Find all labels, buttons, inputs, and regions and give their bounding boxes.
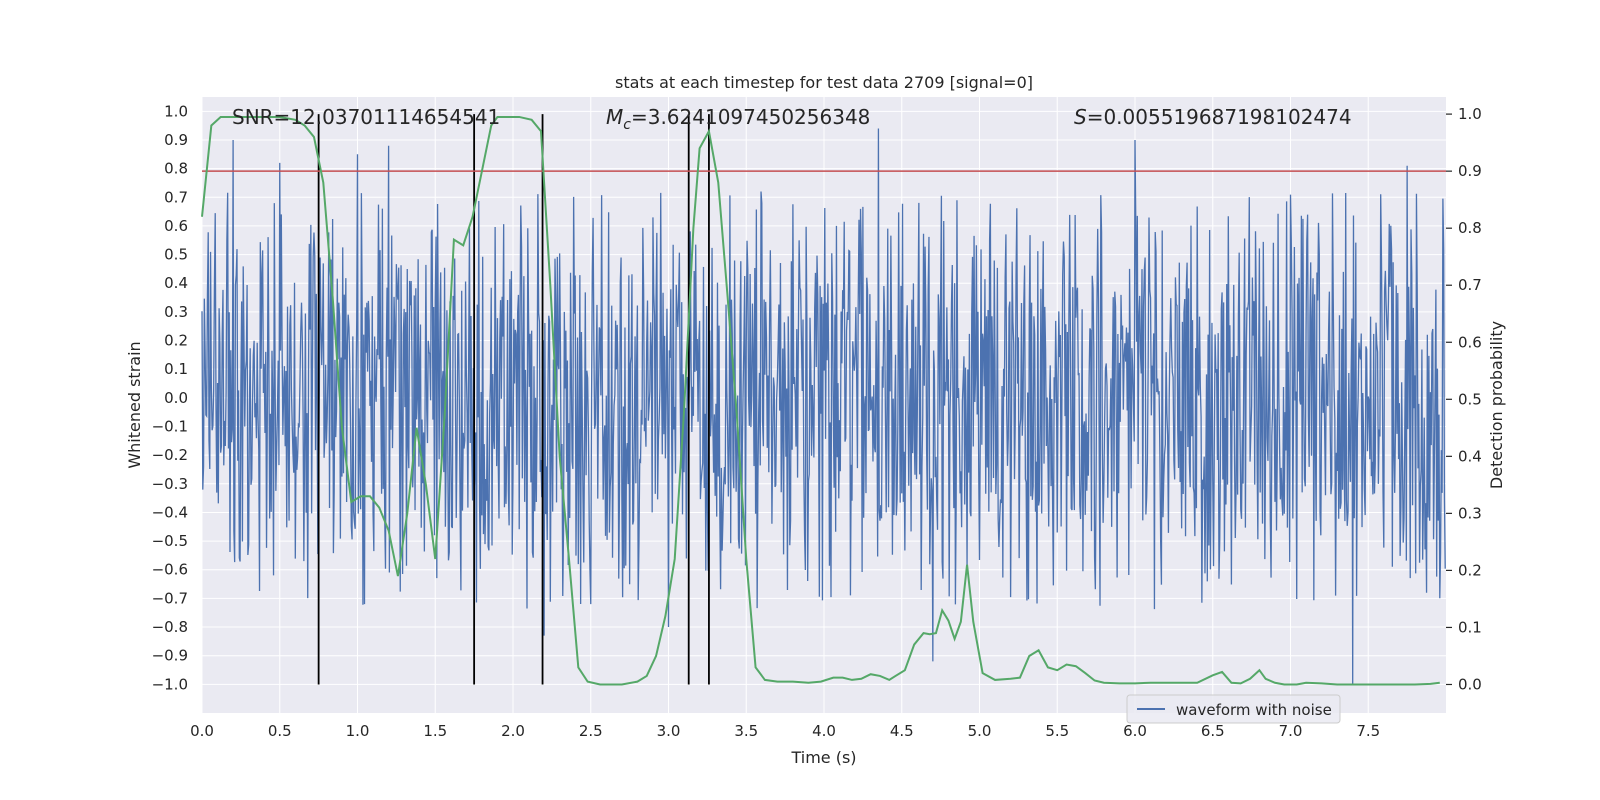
y-right-tick-label: 0.1 <box>1458 618 1482 636</box>
y-left-tick-label: 0.2 <box>164 332 188 350</box>
y-right-tick-label: 1.0 <box>1458 105 1482 123</box>
y-left-tick-label: 0.5 <box>164 246 188 264</box>
y-left-tick-label: 1.0 <box>164 102 188 120</box>
x-tick-label: 4.5 <box>890 722 914 740</box>
y-right-tick-label: 0.8 <box>1458 219 1482 237</box>
y-axis-left-label: Whitened strain <box>125 341 144 468</box>
x-tick-label: 0.0 <box>190 722 214 740</box>
y-left-tick-label: 0.7 <box>164 188 188 206</box>
legend-box <box>1126 694 1341 724</box>
x-tick-label: 1.0 <box>346 722 370 740</box>
x-tick-label: 7.5 <box>1356 722 1380 740</box>
y-axis-right-ticks: 1.0 0.9 0.8 0.7 0.6 0.5 0.4 0.3 0.2 0.1 0.0 <box>1446 105 1482 693</box>
x-axis-ticks: 0.0 0.5 1.0 1.5 2.0 2.5 3.0 3.5 4.0 4.5 5.0 5.5 6.0 6… <box>190 722 1380 740</box>
y-left-tick-label: −0.6 <box>152 561 188 579</box>
y-left-tick-label: −1.0 <box>152 675 188 693</box>
snr-annotation: SNR=12.03701114654541 <box>232 105 500 129</box>
y-right-tick-label: 0.2 <box>1458 561 1482 579</box>
y-left-tick-label: 0.8 <box>164 160 188 178</box>
y-left-tick-label: 0.3 <box>164 303 188 321</box>
y-right-tick-label: 0.4 <box>1458 447 1482 465</box>
waveform-series <box>201 128 1446 685</box>
mc-value: =3.6241097450256348 <box>631 105 870 129</box>
x-tick-label: 2.0 <box>501 722 525 740</box>
y-left-tick-label: −0.8 <box>152 618 188 636</box>
y-right-tick-label: 0.7 <box>1458 276 1482 294</box>
x-tick-label: 6.5 <box>1201 722 1225 740</box>
y-left-tick-label: 0.6 <box>164 217 188 235</box>
x-tick-label: 4.0 <box>812 722 836 740</box>
y-left-tick-label: −0.4 <box>152 503 188 521</box>
y-axis-left-ticks: 1.0 0.9 0.8 0.7 0.6 0.5 0.4 0.3 0.2 0.1 0.0 −0.1 −0.… <box>152 102 188 693</box>
s-annotation: S=0.005519687198102474 <box>1074 105 1352 129</box>
y-right-tick-label: 0.0 <box>1458 675 1482 693</box>
s-value: =0.005519687198102474 <box>1087 105 1352 129</box>
y-left-tick-label: 0.1 <box>164 360 188 378</box>
x-tick-label: 6.0 <box>1123 722 1147 740</box>
y-left-tick-label: −0.1 <box>152 417 188 435</box>
x-tick-label: 0.5 <box>268 722 292 740</box>
x-tick-label: 3.5 <box>734 722 758 740</box>
detection-line <box>201 115 1440 686</box>
mc-subscript: c <box>623 117 631 133</box>
y-right-tick-label: 0.6 <box>1458 333 1482 351</box>
y-left-tick-label: −0.2 <box>152 446 188 464</box>
x-tick-label: 7.0 <box>1279 722 1303 740</box>
s-symbol: S <box>1074 105 1087 129</box>
chart-title: stats at each timestep for test data 270… <box>615 73 1033 92</box>
y-left-tick-label: −0.9 <box>152 647 188 665</box>
y-right-tick-label: 0.5 <box>1458 390 1482 408</box>
y-right-tick-label: 0.3 <box>1458 504 1482 522</box>
detection-series <box>201 115 1440 686</box>
mc-annotation: Mc=3.6241097450256348 <box>606 105 870 133</box>
y-left-tick-label: −0.7 <box>152 589 188 607</box>
y-axis-right-label: Detection probability <box>1487 321 1506 489</box>
mc-symbol: M <box>606 105 623 129</box>
y-left-tick-label: 0.4 <box>164 274 188 292</box>
y-left-tick-label: −0.5 <box>152 532 188 550</box>
x-tick-label: 5.5 <box>1045 722 1069 740</box>
x-tick-label: 1.5 <box>423 722 447 740</box>
waveform-line <box>201 128 1446 685</box>
x-tick-label: 5.0 <box>968 722 992 740</box>
y-left-tick-label: −0.3 <box>152 475 188 493</box>
x-axis-label: Time (s) <box>790 748 856 767</box>
legend-label: waveform with noise <box>1176 701 1332 719</box>
x-tick-label: 3.0 <box>657 722 681 740</box>
y-left-tick-label: 0.0 <box>164 389 188 407</box>
y-left-tick-label: 0.9 <box>164 131 188 149</box>
legend: waveform with noise <box>1126 694 1341 724</box>
y-right-tick-label: 0.9 <box>1458 162 1482 180</box>
x-tick-label: 2.5 <box>579 722 603 740</box>
